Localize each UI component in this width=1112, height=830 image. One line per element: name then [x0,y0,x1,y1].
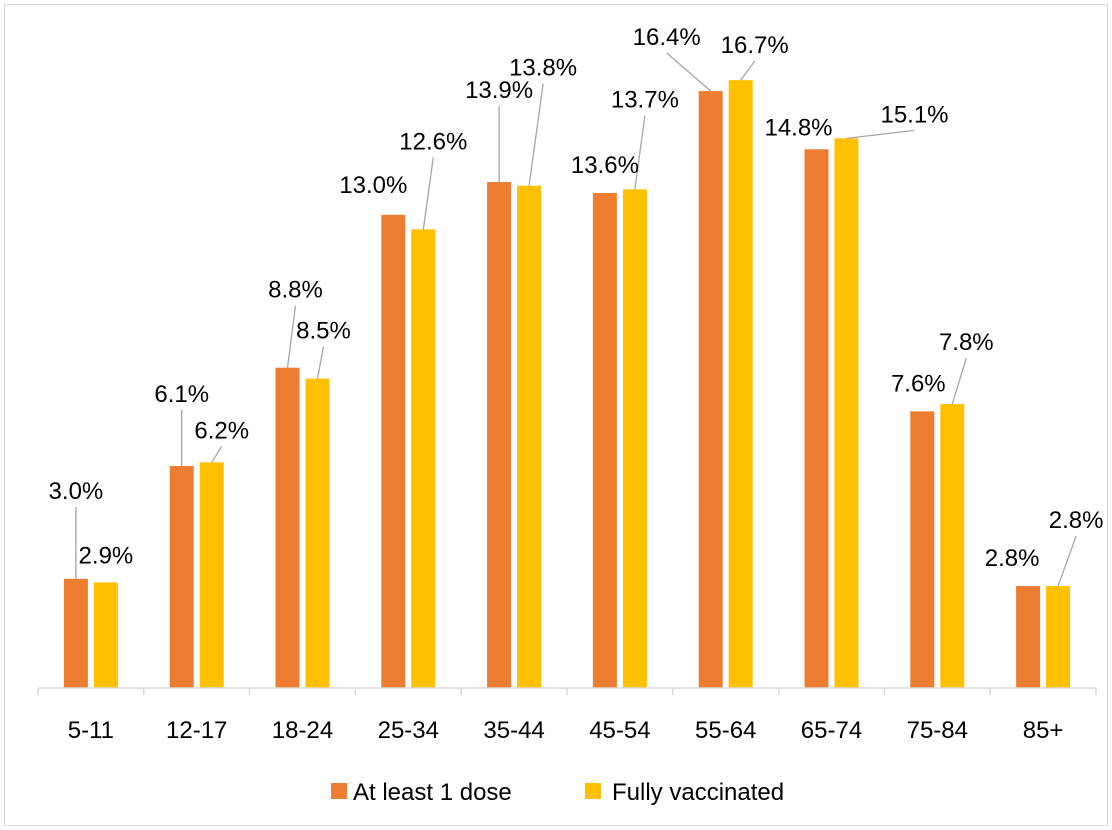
x-axis: 5-11 12-17 18-24 25-34 35-44 45-54 55-64 65-74 7… [37,687,1097,744]
bar-at-least-1-dose [63,578,88,688]
bar-fully-vaccinated [940,404,965,688]
legend-label-fully-vaccinated: Fully vaccinated [612,779,784,806]
leader-line [286,305,297,368]
x-tick-label: 55-64 [695,717,756,744]
data-label-fully-vaccinated: 13.8% [509,55,577,82]
legend-label-at-least-1-dose: At least 1 dose [353,779,512,806]
data-label-fully-vaccinated: 15.1% [880,101,948,128]
leader-line [422,157,434,230]
x-tick-label: 25-34 [378,717,439,744]
x-tick-label: 5-11 [68,717,114,744]
bar-at-least-1-dose [275,367,300,688]
x-tick-label: 12-17 [166,717,227,744]
data-label-at-least-1-dose: 13.9% [465,77,533,104]
leader-line [211,445,223,463]
legend: At least 1 dose Fully vaccinated [331,779,784,806]
bar-fully-vaccinated [728,80,753,689]
bar-at-least-1-dose [592,192,617,688]
data-label-at-least-1-dose: 2.8% [985,545,1040,572]
bar-fully-vaccinated [93,582,118,688]
data-label-at-least-1-dose: 13.0% [339,172,407,199]
bars-layer [63,80,1071,689]
legend-swatch-fully-vaccinated [585,783,601,799]
x-tick-label: 35-44 [483,717,544,744]
bar-at-least-1-dose [1016,586,1041,688]
data-label-at-least-1-dose: 3.0% [49,478,104,505]
bar-at-least-1-dose [381,214,406,689]
data-label-fully-vaccinated: 12.6% [399,128,467,155]
leader-line [740,60,756,81]
legend-swatch-at-least-1-dose [331,783,347,799]
data-labels: 3.0%2.9%6.1%6.2%8.8%8.5%13.0%12.6%13.9%1… [49,24,1104,572]
data-label-at-least-1-dose: 7.6% [891,370,946,397]
data-label-fully-vaccinated: 16.7% [721,32,789,59]
leader-line [666,52,712,92]
bar-fully-vaccinated [199,462,224,688]
leader-line [528,83,544,186]
data-label-fully-vaccinated: 8.5% [296,318,351,345]
leader-line [951,357,967,405]
data-label-fully-vaccinated: 2.8% [1049,507,1104,534]
data-label-at-least-1-dose: 6.1% [154,381,209,408]
bar-fully-vaccinated [1046,586,1071,688]
bar-at-least-1-dose [698,91,723,689]
x-tick-label: 75-84 [907,717,968,744]
x-tick-label: 18-24 [272,717,333,744]
data-label-fully-vaccinated: 13.7% [611,86,679,113]
data-label-fully-vaccinated: 6.2% [194,417,249,444]
data-label-at-least-1-dose: 13.6% [571,152,639,179]
data-label-at-least-1-dose: 16.4% [633,24,701,51]
bar-fully-vaccinated [834,138,859,689]
bar-at-least-1-dose [169,465,194,688]
leader-line [1057,535,1077,587]
leader-lines [75,52,1077,587]
data-label-at-least-1-dose: 8.8% [268,277,323,304]
leader-line [846,129,915,140]
data-label-fully-vaccinated: 2.9% [79,542,134,569]
x-tick-label: 65-74 [801,717,862,744]
x-tick-label: 85+ [1023,717,1064,744]
leader-line [634,115,646,190]
bar-at-least-1-dose [487,182,512,689]
bar-at-least-1-dose [804,149,829,688]
data-label-at-least-1-dose: 14.8% [764,114,832,141]
bar-fully-vaccinated [517,185,542,688]
bar-fully-vaccinated [622,189,647,688]
bar-at-least-1-dose [910,411,935,688]
bar-fully-vaccinated [305,378,330,688]
x-tick-label: 45-54 [589,717,650,744]
leader-line [316,346,325,379]
data-label-fully-vaccinated: 7.8% [939,329,994,356]
bar-fully-vaccinated [411,229,436,689]
